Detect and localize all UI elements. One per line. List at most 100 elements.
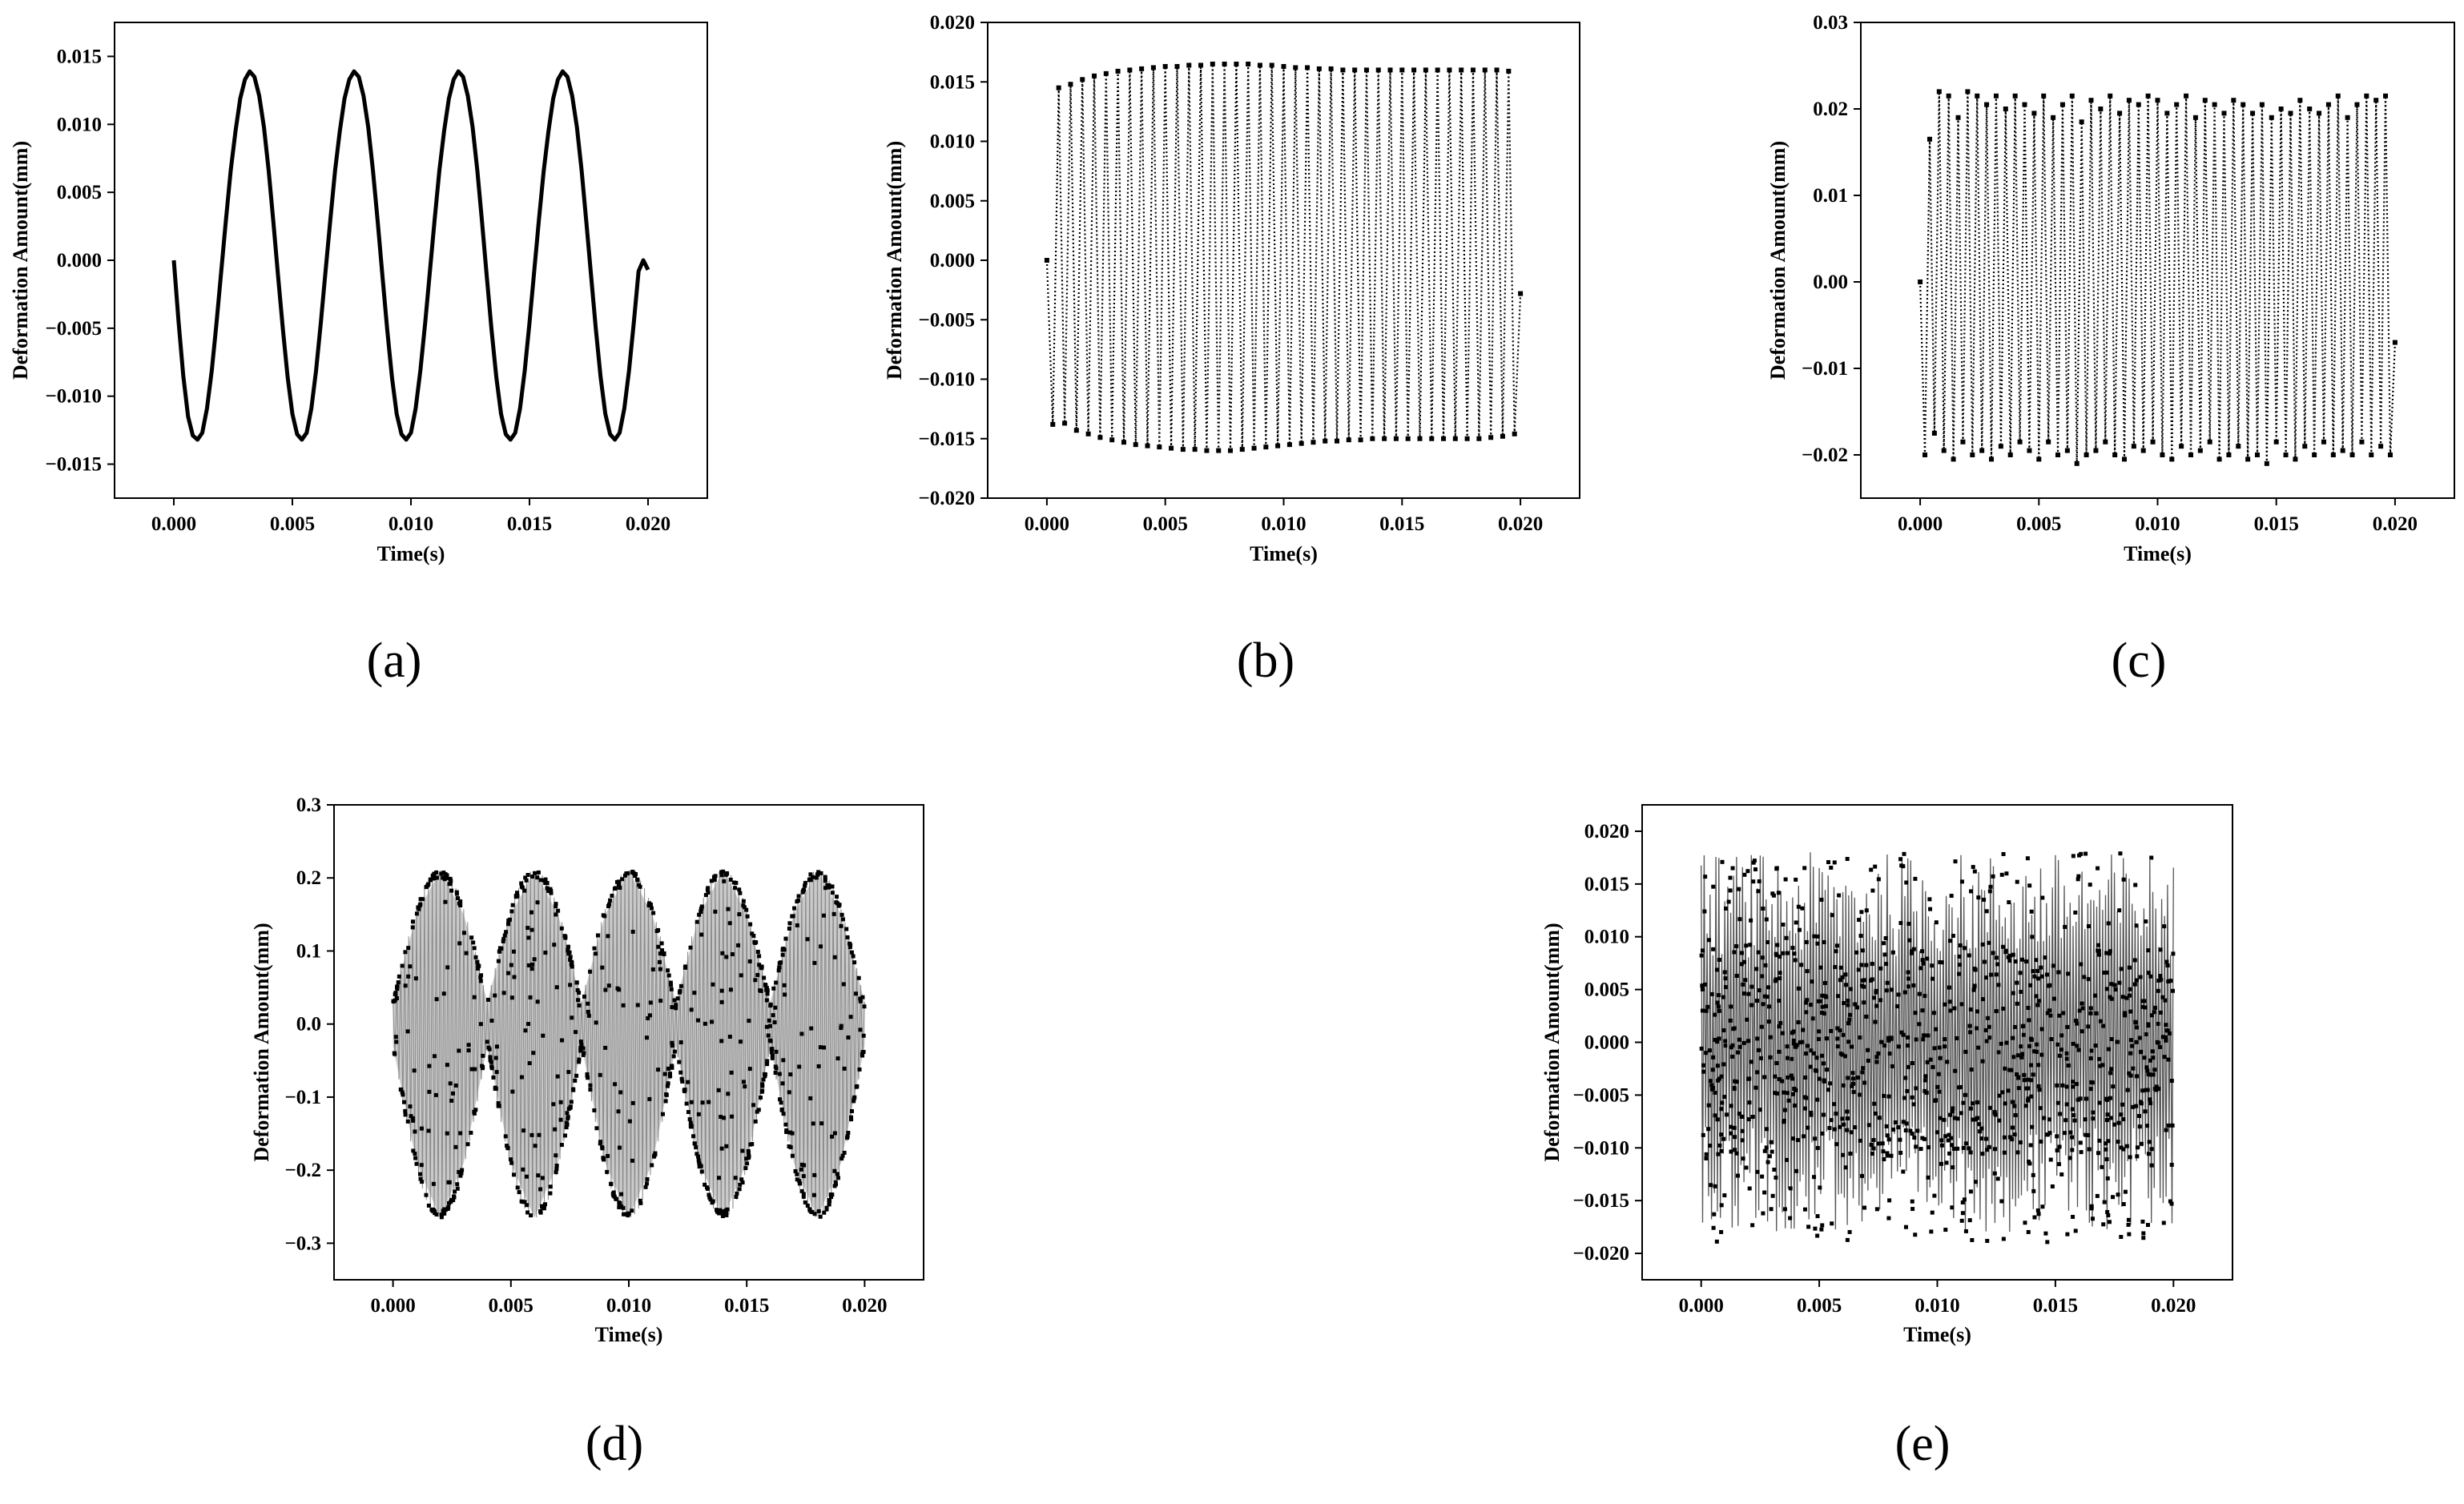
data-point [848,941,852,946]
x-tick-label: 0.005 [489,1295,533,1317]
data-point [1811,1051,1816,1056]
data-point [2070,1107,2075,1112]
data-point [2057,1013,2062,1018]
data-point [563,1133,568,1138]
data-point [707,1192,711,1197]
data-point [1729,1004,1733,1009]
data-point [2096,952,2101,957]
data-point [704,1185,709,1190]
data-point [1889,987,1894,992]
data-point [2026,1006,2031,1011]
data-point [612,887,617,891]
data-point [1709,1183,1713,1188]
data-point [529,1213,533,1218]
data-point [1737,1044,1742,1049]
data-point [1709,991,1714,996]
data-point [1928,1057,1933,1062]
data-point [1910,1207,1915,1212]
data-point [1910,1132,1914,1136]
data-point [1464,436,1470,441]
data-point [566,1070,571,1075]
data-point [1835,994,1840,999]
data-point [666,968,670,973]
data-point [1934,1027,1939,1031]
data-point [445,1131,449,1136]
data-point [1760,955,1765,960]
data-point [1861,1066,1866,1071]
data-point [774,980,779,985]
data-point [2045,1240,2050,1245]
data-point [1984,102,1990,107]
data-point [2170,988,2175,993]
series-d [391,869,867,1220]
data-point [1753,867,1757,872]
data-point [2104,1147,2108,1152]
data-point [657,959,662,964]
data-point [2098,107,2104,111]
data-point [2047,1117,2051,1122]
data-point [2145,93,2151,99]
y-tick-label: −0.02 [1802,444,1848,466]
data-point [411,1118,416,1123]
data-point [1794,1088,1798,1092]
series-line [1919,91,2396,464]
data-point [2107,1047,2112,1052]
data-point [2166,979,2171,984]
data-point [1393,436,1399,441]
data-point [1882,1093,1886,1098]
data-point [2012,1104,2017,1108]
data-point [688,1124,693,1129]
data-point [1851,1081,1856,1086]
data-point [849,950,854,955]
data-point [1805,998,1810,1003]
data-point [1768,1055,1773,1060]
data-point [1735,1173,1740,1178]
data-point [1860,1070,1865,1075]
data-point [1949,1136,1954,1140]
data-point [1720,859,1725,864]
data-point [842,1150,847,1155]
data-point [2151,1056,2156,1060]
data-point [2080,1029,2084,1034]
data-point [787,921,792,926]
y-axis-title: Deformation Amount(mm) [1766,141,1790,380]
data-point [744,1156,749,1161]
data-point [1761,1211,1765,1216]
data-point [849,1108,854,1113]
data-point [2097,1100,2102,1105]
data-point [1815,941,1820,946]
data-point [1984,975,1989,980]
data-point [835,895,839,899]
data-point [2092,993,2097,998]
data-point [1859,910,1864,915]
data-point [1778,955,1782,959]
data-point [481,1066,485,1071]
data-point [2034,994,2039,999]
data-point [1838,1052,1843,1056]
data-point [1992,1111,1997,1116]
data-point [427,1064,432,1068]
data-point [1939,1138,1944,1143]
data-point [1987,1105,1992,1110]
data-point [1855,1076,1860,1080]
data-point [2093,448,2099,453]
data-point [638,1198,642,1203]
data-point [1828,1081,1833,1086]
data-point [2052,996,2057,1001]
data-point [2221,111,2227,116]
data-point [776,968,781,973]
data-point [1794,1043,1799,1048]
data-point [2035,968,2040,973]
data-point [678,1070,683,1075]
data-point [2102,1200,2107,1204]
data-point [801,1194,806,1199]
data-point [824,1207,829,1212]
data-point [1928,907,1933,911]
data-point [582,994,586,999]
data-point [2023,1104,2028,1108]
data-point [401,1100,406,1104]
data-point [1846,1076,1850,1080]
data-point [1441,436,1447,441]
data-point [2096,943,2100,947]
data-point [812,1212,817,1216]
